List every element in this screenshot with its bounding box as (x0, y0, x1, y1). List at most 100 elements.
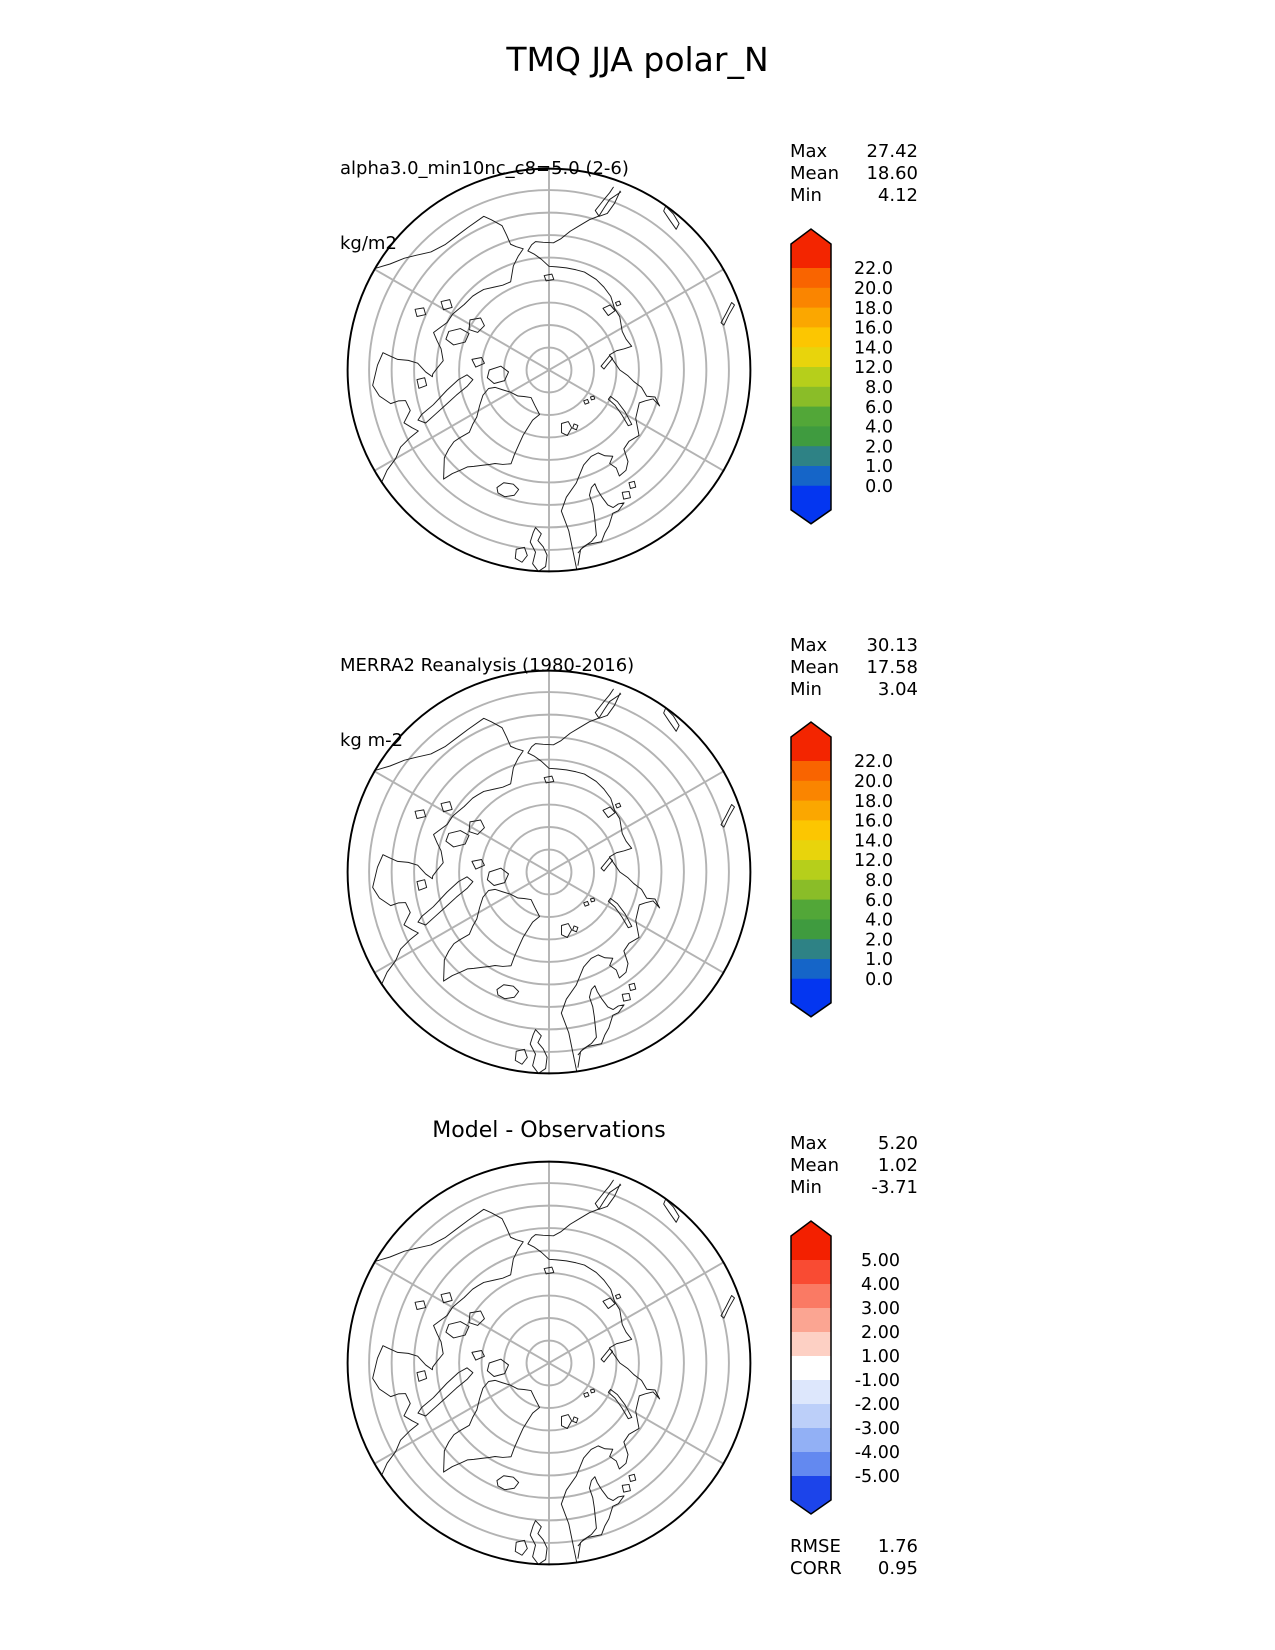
stat-value: 1.02 (877, 1155, 918, 1176)
colorbar-outline (790, 721, 832, 1018)
colorbar-segment (791, 386, 831, 407)
colorbar-segment (791, 327, 831, 348)
colorbar-segment (791, 820, 831, 841)
colorbar-tick-label: 22.0 (854, 752, 893, 772)
colorbar-tick-label: 2.0 (865, 437, 893, 457)
panel1-units: kg/m2 (340, 233, 397, 254)
stat-row: Mean 1.02 (790, 1155, 918, 1177)
colorbar-segment (791, 1356, 831, 1381)
colorbar-segment (791, 1308, 831, 1333)
colorbar-tick-label: 16.0 (854, 812, 893, 832)
colorbar-extend-top (791, 722, 831, 761)
colorbar-tick-label: 20.0 (854, 279, 893, 299)
footer-metrics: RMSE 1.76 CORR 0.95 (790, 1536, 918, 1580)
colorbar-tick-label: 2.0 (865, 930, 893, 950)
stat-value: 0.95 (877, 1558, 918, 1579)
colorbar-tick-label: -2.00 (855, 1395, 900, 1415)
colorbar-tick-label: 1.0 (865, 457, 893, 477)
colorbar-tick-label: 14.0 (854, 831, 893, 851)
colorbar-tick-label: 3.00 (861, 1299, 900, 1319)
colorbar-tick-label: 18.0 (854, 792, 893, 812)
colorbar-outline (790, 1220, 832, 1515)
stat-value: -3.71 (871, 1177, 918, 1198)
stat-value: 17.58 (866, 657, 918, 678)
colorbar-segment (791, 307, 831, 328)
panel1-title: alpha3.0_min10nc_c8=5.0 (2-6) (340, 158, 629, 179)
colorbar-segment (791, 919, 831, 940)
stat-row: Mean 17.58 (790, 657, 918, 679)
colorbar-tick-label: 6.0 (865, 891, 893, 911)
stat-label: Min (790, 679, 822, 700)
colorbar-segment (791, 1284, 831, 1309)
panel3-title: Model - Observations (432, 1118, 666, 1143)
stat-label: Max (790, 635, 828, 656)
colorbar-tick-label: 8.0 (865, 378, 893, 398)
colorbar-extend-top (791, 229, 831, 268)
panel1-title-block: alpha3.0_min10nc_c8=5.0 (2-6) kg/m2 (340, 106, 629, 306)
colorbar-segment (791, 761, 831, 782)
stat-value: 4.12 (877, 185, 918, 206)
colorbar-tick-label: 4.00 (861, 1275, 900, 1295)
colorbar-segment (791, 426, 831, 447)
colorbar-tick-label: 4.0 (865, 911, 893, 931)
colorbar-tick-label: 1.0 (865, 950, 893, 970)
stat-row: Max 27.42 (790, 141, 918, 163)
colorbar-segment (791, 860, 831, 881)
stat-label: Mean (790, 163, 840, 184)
stat-value: 27.42 (866, 141, 918, 162)
colorbar-tick-label: 18.0 (854, 299, 893, 319)
colorbar-extend-top (791, 1221, 831, 1260)
panel1-stats: Max 27.42 Mean 18.60 Min 4.12 (790, 141, 918, 207)
colorbar-tick-label: 16.0 (854, 319, 893, 339)
colorbar-tick-label: 5.00 (861, 1251, 900, 1271)
stat-label: Max (790, 141, 828, 162)
colorbar-outline (790, 228, 832, 525)
panel2-title-block: MERRA2 Reanalysis (1980-2016) kg m-2 (340, 603, 634, 803)
colorbar-tick-label: -3.00 (855, 1419, 900, 1439)
polar-map-difference (337, 1151, 761, 1575)
polar-map-observations (337, 660, 761, 1084)
stat-row: Min 4.12 (790, 185, 918, 207)
stat-label: RMSE (790, 1536, 841, 1557)
colorbar-tick-label: 8.0 (865, 871, 893, 891)
stat-label: Min (790, 1177, 822, 1198)
panel2-stats: Max 30.13 Mean 17.58 Min 3.04 (790, 635, 918, 701)
colorbar-segment (791, 1404, 831, 1429)
stat-row: Min -3.71 (790, 1177, 918, 1199)
colorbar-segment (791, 800, 831, 821)
panel3-colorbar: 5.00 4.00 3.00 2.00 1.00 -1.00 -2.00 -3.00 -4.00… (790, 1220, 900, 1515)
colorbar-tick-label: 14.0 (854, 338, 893, 358)
colorbar-segment (791, 1452, 831, 1477)
stat-row: Min 3.04 (790, 679, 918, 701)
colorbar-tick-label: 20.0 (854, 772, 893, 792)
colorbar-extend-bottom (791, 978, 831, 1017)
colorbar-tick-label: -5.00 (855, 1467, 900, 1487)
colorbar-tick-label: 2.00 (861, 1323, 900, 1343)
polar-map-model (337, 158, 761, 582)
colorbar-tick-label: -4.00 (855, 1443, 900, 1463)
colorbar-segment (791, 879, 831, 900)
colorbar-segment (791, 840, 831, 861)
colorbar-tick-label: 0.0 (865, 970, 893, 990)
colorbar-segment (791, 466, 831, 487)
page-title: TMQ JJA polar_N (506, 40, 769, 79)
colorbar-segment (791, 939, 831, 960)
colorbar-segment (791, 446, 831, 467)
stat-row: Max 5.20 (790, 1133, 918, 1155)
panel2-colorbar: 22.020.018.016.014.012.08.06.04.02.01.00… (790, 721, 893, 1018)
stat-label: CORR (790, 1558, 842, 1579)
colorbar-segment (791, 406, 831, 427)
stat-row: CORR 0.95 (790, 1558, 918, 1580)
colorbar-tick-label: 4.0 (865, 418, 893, 438)
stat-value: 18.60 (866, 163, 918, 184)
panel1-colorbar: 22.020.018.016.014.012.08.06.04.02.01.00… (790, 228, 893, 525)
colorbar-segment (791, 780, 831, 801)
colorbar-extend-bottom (791, 1476, 831, 1514)
colorbar-segment (791, 367, 831, 388)
stat-value: 5.20 (877, 1133, 918, 1154)
colorbar-segment (791, 287, 831, 308)
stat-value: 30.13 (866, 635, 918, 656)
stat-value: 3.04 (877, 679, 918, 700)
colorbar-segment (791, 347, 831, 368)
